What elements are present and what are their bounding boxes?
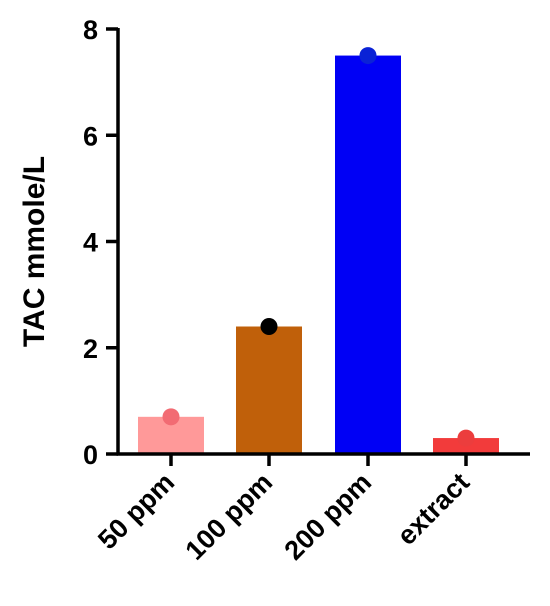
bars: [138, 55, 499, 454]
bar: [236, 326, 302, 454]
y-tick-label: 6: [83, 121, 98, 151]
x-tick-label: 200 ppm: [279, 467, 378, 566]
x-axis-ticks: 50 ppm 100 ppm 200 ppm extract: [92, 454, 475, 566]
y-tick-label: 4: [83, 228, 98, 258]
x-tick-label: extract: [391, 467, 475, 551]
data-point: [162, 408, 180, 426]
y-tick-label: 2: [83, 334, 98, 364]
x-tick-label: 100 ppm: [180, 467, 279, 566]
y-axis-title: TAC mmole/L: [18, 156, 51, 347]
y-tick-label: 0: [83, 440, 98, 470]
bar: [335, 55, 401, 454]
data-points: [162, 47, 475, 447]
x-tick-label: 50 ppm: [92, 467, 180, 555]
data-point: [260, 318, 278, 335]
y-axis-ticks: 0 2 4 6 8: [83, 15, 118, 470]
data-point: [457, 429, 475, 447]
y-tick-label: 8: [83, 15, 98, 45]
data-point: [359, 47, 377, 65]
